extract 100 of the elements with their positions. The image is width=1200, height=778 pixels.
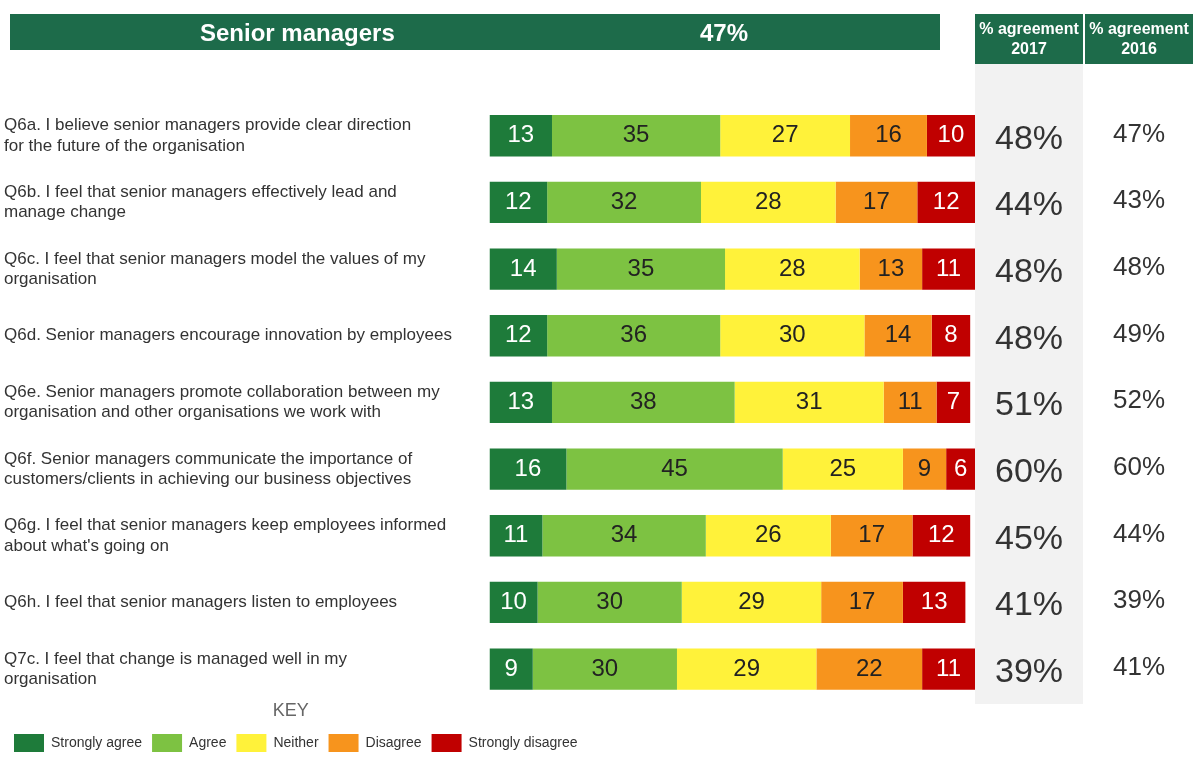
data-label: 17 bbox=[858, 520, 885, 548]
bar bbox=[830, 515, 913, 557]
bar bbox=[489, 648, 533, 690]
bar bbox=[902, 448, 947, 490]
bar bbox=[720, 315, 865, 357]
bar bbox=[835, 181, 918, 224]
bar bbox=[850, 115, 927, 157]
data-label: 7 bbox=[946, 387, 961, 415]
data-label: 12 bbox=[928, 520, 955, 548]
bar bbox=[532, 648, 677, 690]
bar bbox=[816, 648, 923, 690]
y-tick-label: Q6a. I believe senior managers provide clear direction for the future of the organisation bbox=[4, 115, 412, 155]
bar bbox=[556, 248, 726, 290]
bar bbox=[864, 315, 932, 357]
text: 39% bbox=[993, 651, 1065, 691]
legend-label: Neither bbox=[273, 733, 319, 750]
text: 44% bbox=[993, 184, 1065, 224]
text: 41% bbox=[993, 584, 1065, 624]
data-label: 25 bbox=[829, 453, 857, 481]
text: 48% bbox=[993, 117, 1065, 157]
bar bbox=[922, 248, 975, 290]
data-label: 16 bbox=[875, 120, 902, 148]
y-tick-label: Q6g. I feel that senior managers keep employees informed about what's going on bbox=[4, 515, 447, 555]
data-label: 35 bbox=[622, 120, 650, 148]
y-tick-label: Q6c. I feel that senior managers model the values of my organisation bbox=[4, 248, 426, 288]
bar bbox=[821, 581, 903, 624]
text: 52% bbox=[1111, 384, 1166, 416]
data-label: 27 bbox=[771, 120, 799, 148]
bar bbox=[701, 181, 836, 224]
data-label: 12 bbox=[932, 187, 960, 215]
y-tick-label: Q6b. I feel that senior managers effectively lead and manage change bbox=[4, 181, 397, 222]
data-label: 13 bbox=[507, 387, 535, 415]
text: 39% bbox=[1111, 584, 1166, 616]
data-label: 12 bbox=[504, 187, 532, 215]
text: Senior managers bbox=[200, 19, 395, 47]
data-label: 30 bbox=[591, 653, 619, 681]
bar bbox=[676, 648, 817, 690]
data-label: 30 bbox=[596, 587, 624, 615]
data-label: 22 bbox=[855, 653, 883, 681]
legend-label: Strongly agree bbox=[51, 733, 143, 750]
text: 43% bbox=[1111, 184, 1166, 216]
data-label: 14 bbox=[884, 320, 912, 348]
text: 41% bbox=[1111, 651, 1166, 683]
text: 60% bbox=[993, 451, 1065, 491]
data-label: 11 bbox=[897, 387, 923, 415]
data-label: 8 bbox=[944, 320, 958, 348]
text: 47% bbox=[1111, 117, 1166, 149]
y-tick-label: Q6d. Senior managers encourage innovation by employees bbox=[4, 325, 452, 345]
data-label: 36 bbox=[620, 320, 648, 348]
text: 49% bbox=[1111, 317, 1166, 349]
bar bbox=[883, 381, 937, 424]
y-tick-label: Q6h. I feel that senior managers listen to employees bbox=[4, 592, 398, 612]
data-label: 28 bbox=[778, 253, 806, 281]
data-label: 14 bbox=[509, 253, 537, 281]
text: 60% bbox=[1111, 451, 1166, 483]
bar bbox=[946, 448, 975, 490]
bar bbox=[734, 381, 884, 424]
bar bbox=[489, 181, 548, 224]
bar bbox=[720, 115, 851, 157]
legend-label: Agree bbox=[189, 733, 227, 750]
data-label: 38 bbox=[629, 387, 657, 415]
bar bbox=[547, 181, 702, 224]
data-label: 34 bbox=[610, 520, 638, 548]
data-label: 6 bbox=[953, 453, 968, 481]
data-label: 10 bbox=[500, 587, 527, 615]
data-label: 12 bbox=[504, 320, 532, 348]
data-label: 13 bbox=[877, 253, 905, 281]
text: 44% bbox=[1111, 517, 1166, 549]
data-label: 29 bbox=[738, 587, 765, 615]
bar bbox=[489, 248, 557, 290]
bar bbox=[681, 581, 822, 624]
text: 48% bbox=[1111, 251, 1166, 283]
bar bbox=[489, 315, 548, 357]
bar bbox=[912, 515, 971, 557]
y-tick-label: Q6f. Senior managers communicate the importance of customers/clients in achieving our business objectives bbox=[4, 448, 413, 488]
data-label: 30 bbox=[778, 320, 806, 348]
y-tick-label: Q7c. I feel that change is managed well in my organisation bbox=[4, 648, 348, 688]
text: % agreement 2016 bbox=[1085, 14, 1193, 64]
data-label: 11 bbox=[503, 520, 529, 548]
bar bbox=[922, 648, 975, 690]
y-tick-label: Q6e. Senior managers promote collaboration between my organisation and other organisations we work with bbox=[4, 381, 441, 422]
data-label: 17 bbox=[863, 187, 890, 215]
bar bbox=[551, 115, 721, 157]
bar bbox=[551, 381, 735, 424]
bar bbox=[542, 515, 706, 557]
text: 45% bbox=[993, 517, 1065, 557]
bar bbox=[902, 581, 966, 624]
chart-subtitle: 47% bbox=[700, 19, 749, 47]
data-label: 32 bbox=[610, 187, 638, 215]
bar bbox=[705, 515, 831, 557]
bar bbox=[725, 248, 860, 290]
legend-title: KEY bbox=[272, 700, 309, 721]
bar bbox=[936, 381, 971, 424]
data-label: 17 bbox=[848, 587, 876, 615]
text: 48% bbox=[993, 251, 1065, 291]
data-label: 11 bbox=[936, 653, 962, 681]
text: 51% bbox=[993, 384, 1065, 424]
bar bbox=[489, 381, 552, 424]
data-label: 11 bbox=[936, 253, 962, 281]
bar bbox=[489, 115, 552, 157]
